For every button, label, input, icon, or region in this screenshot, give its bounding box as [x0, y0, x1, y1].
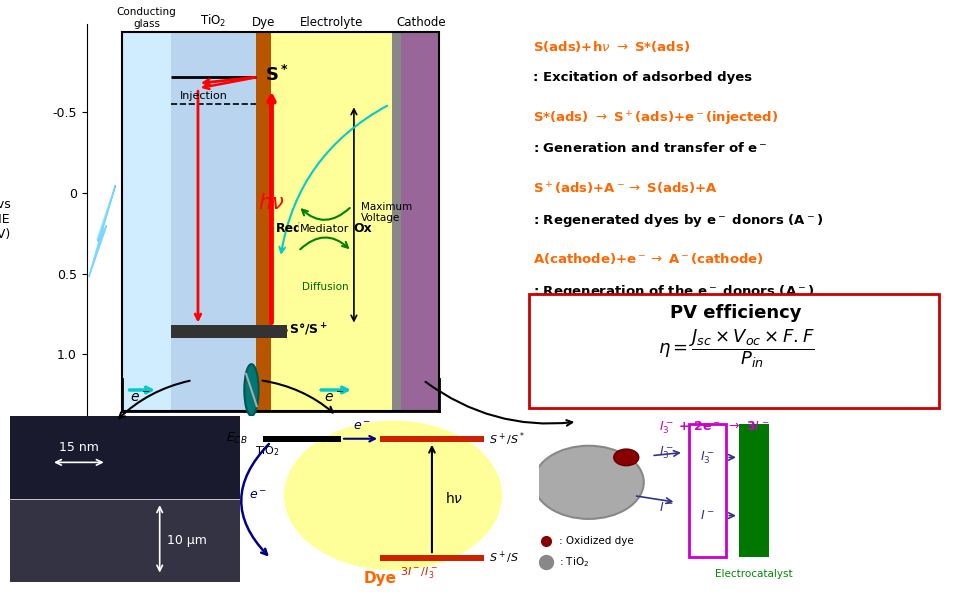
Bar — [380, 436, 483, 442]
Polygon shape — [89, 188, 114, 274]
Bar — [122, 32, 438, 411]
Text: $e^-$: $e^-$ — [249, 489, 267, 502]
Text: $S^+/S^*$: $S^+/S^*$ — [488, 430, 525, 447]
Bar — [10, 499, 240, 582]
Text: S*(ads) $\rightarrow$ S$^+$(ads)+e$^-$(injected): S*(ads) $\rightarrow$ S$^+$(ads)+e$^-$(i… — [532, 110, 777, 128]
Text: PV efficiency: PV efficiency — [670, 304, 801, 322]
Text: $I_3^-$ + 2e$^-$ $\rightarrow$ 3$I^-$: $I_3^-$ + 2e$^-$ $\rightarrow$ 3$I^-$ — [658, 419, 768, 435]
Bar — [262, 436, 341, 442]
Text: Red: Red — [276, 222, 303, 235]
Text: $E_{CB}$: $E_{CB}$ — [226, 431, 247, 446]
Text: S$^+$(ads)+A$^-$$\rightarrow$ S(ads)+A: S$^+$(ads)+A$^-$$\rightarrow$ S(ads)+A — [532, 181, 717, 197]
Text: $I_3^-$: $I_3^-$ — [700, 449, 714, 466]
Text: h$\nu$: h$\nu$ — [444, 491, 462, 507]
Text: : TiO$_2$: : TiO$_2$ — [558, 555, 588, 569]
Text: Diffusion: Diffusion — [302, 282, 348, 292]
Bar — [171, 326, 286, 339]
Circle shape — [533, 446, 643, 519]
Text: : Regenerated dyes by e$^-$ donors (A$^-$): : Regenerated dyes by e$^-$ donors (A$^-… — [532, 212, 822, 229]
Bar — [256, 32, 271, 411]
Polygon shape — [88, 185, 115, 277]
Text: TiO$_2$: TiO$_2$ — [255, 444, 280, 458]
Text: $e^-$: $e^-$ — [353, 421, 371, 434]
Text: Injection: Injection — [180, 91, 228, 102]
Text: $\mathbf{S^*}$: $\mathbf{S^*}$ — [264, 65, 288, 86]
Text: $\eta = \dfrac{J_{sc} \times V_{oc} \times F.F}{P_{in}}$: $\eta = \dfrac{J_{sc} \times V_{oc} \tim… — [657, 328, 813, 371]
Bar — [401, 32, 438, 411]
Bar — [271, 32, 391, 411]
Text: $3I^-/I_3^-$: $3I^-/I_3^-$ — [400, 564, 437, 580]
Text: : Oxidized dye: : Oxidized dye — [558, 536, 633, 545]
Text: TiO$_2$: TiO$_2$ — [200, 12, 227, 29]
Text: $I_3^-$: $I_3^-$ — [658, 444, 673, 460]
Text: 15 nm: 15 nm — [59, 441, 99, 454]
Circle shape — [613, 449, 638, 466]
Bar — [391, 32, 401, 411]
Text: $I^-$: $I^-$ — [658, 501, 673, 514]
Text: $h\nu$: $h\nu$ — [258, 193, 284, 213]
Bar — [738, 424, 768, 557]
Text: $I^-$: $I^-$ — [700, 509, 714, 522]
Text: Ox: Ox — [353, 222, 372, 235]
Bar — [688, 424, 726, 557]
Text: Dye: Dye — [363, 571, 396, 586]
Text: : Regeneration of the e$^-$ donors (A$^-$): : Regeneration of the e$^-$ donors (A$^-… — [532, 283, 813, 299]
Bar — [10, 416, 240, 499]
Text: Electrocatalyst: Electrocatalyst — [714, 569, 792, 579]
Text: $e^-$: $e^-$ — [324, 390, 344, 405]
Text: Dye: Dye — [252, 15, 275, 29]
FancyBboxPatch shape — [528, 294, 938, 408]
Bar — [380, 555, 483, 561]
Text: Electrolyte: Electrolyte — [300, 15, 363, 29]
Circle shape — [244, 364, 259, 416]
Text: 10 μm: 10 μm — [166, 534, 207, 547]
Text: Mediator: Mediator — [300, 224, 349, 233]
Text: $\mathbf{S°/S^+}$: $\mathbf{S°/S^+}$ — [289, 322, 328, 339]
Text: A(cathode)+e$^-$$\rightarrow$ A$^-$(cathode): A(cathode)+e$^-$$\rightarrow$ A$^-$(cath… — [532, 251, 763, 266]
Bar — [171, 32, 256, 411]
Text: Cathode: Cathode — [396, 15, 445, 29]
Text: $S^+/S$: $S^+/S$ — [488, 550, 519, 566]
Text: Maximum
Voltage: Maximum Voltage — [360, 202, 411, 223]
Bar — [122, 32, 171, 411]
Circle shape — [283, 421, 502, 570]
Y-axis label: E vs
NHE
(V): E vs NHE (V) — [0, 198, 11, 241]
Text: : Excitation of adsorbed dyes: : Excitation of adsorbed dyes — [532, 71, 752, 84]
Text: S(ads)+h$\nu$ $\rightarrow$ S*(ads): S(ads)+h$\nu$ $\rightarrow$ S*(ads) — [532, 39, 689, 55]
Text: $e^-$: $e^-$ — [130, 390, 150, 405]
Text: : Generation and transfer of e$^-$: : Generation and transfer of e$^-$ — [532, 141, 766, 156]
Text: Conducting
glass: Conducting glass — [116, 7, 177, 29]
